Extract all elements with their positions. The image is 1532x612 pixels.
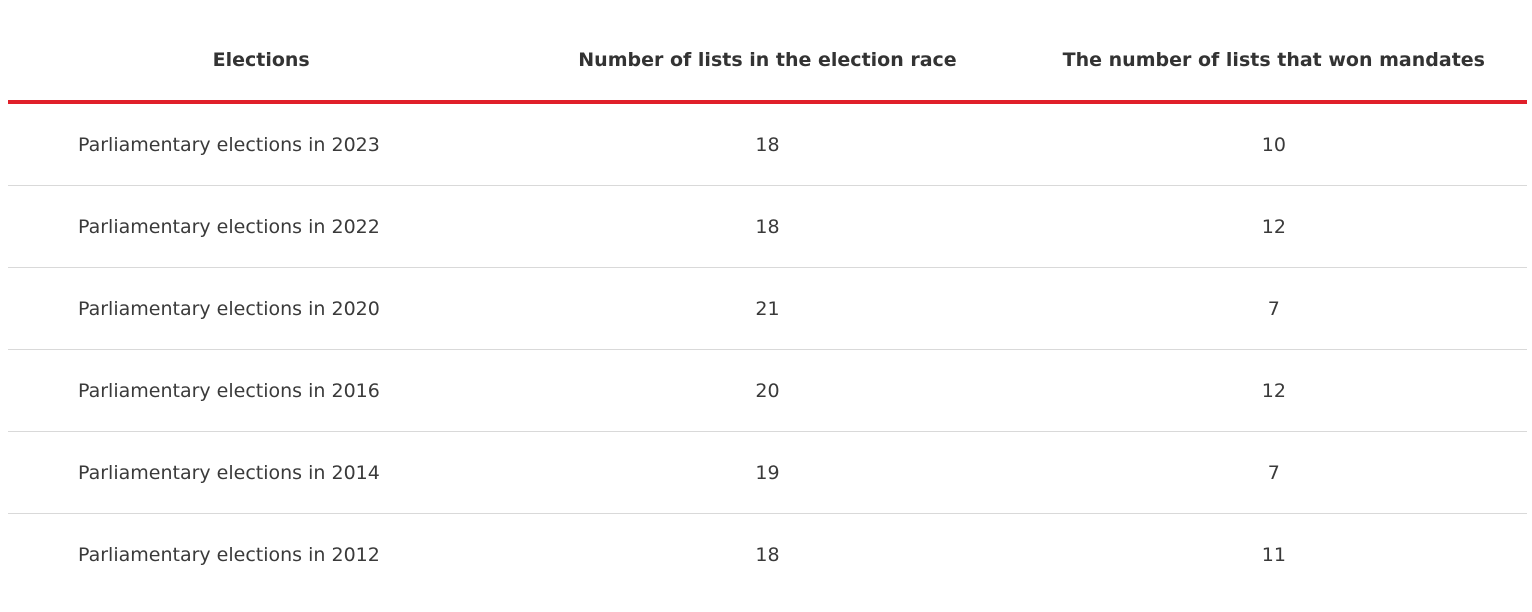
- count-cell: 7: [1020, 431, 1527, 514]
- table-row: Parliamentary elections in 2016 20 12: [8, 349, 1527, 432]
- count-cell: 20: [514, 349, 1021, 432]
- table-body: Parliamentary elections in 2023 18 10 Parli…: [8, 102, 1527, 595]
- count-cell: 10: [1020, 102, 1527, 186]
- count-cell: 21: [514, 267, 1021, 350]
- table-row: Parliamentary elections in 2020 21 7: [8, 267, 1527, 350]
- election-name: Parliamentary elections in 2014: [8, 431, 515, 514]
- election-name: Parliamentary elections in 2022: [8, 185, 515, 268]
- table-row: Parliamentary elections in 2023 18 10: [8, 102, 1527, 186]
- header-cell: Elections: [8, 20, 515, 104]
- header-row: Elections Number of lists in the election…: [8, 20, 1527, 104]
- table-row: Parliamentary elections in 2014 19 7: [8, 431, 1527, 514]
- election-name: Parliamentary elections in 2016: [8, 349, 515, 432]
- header-cell: Number of lists in the election race: [514, 20, 1021, 104]
- election-name: Parliamentary elections in 2020: [8, 267, 515, 350]
- count-cell: 12: [1020, 349, 1527, 432]
- count-cell: 11: [1261, 543, 1286, 566]
- count-cell: 18: [514, 185, 1021, 268]
- count-cell: 19: [514, 431, 1021, 514]
- table-row: Parliamentary elections in 2012 18 11: [8, 514, 1527, 596]
- count-cell: 12: [1020, 185, 1527, 268]
- election-name: Parliamentary elections in 2023: [8, 102, 515, 186]
- count-cell: 7: [1020, 267, 1527, 350]
- election-name: Parliamentary elections in 2012: [78, 543, 380, 566]
- count-cell: 18: [514, 102, 1021, 186]
- table-row: Parliamentary elections in 2022 18 12: [8, 185, 1527, 268]
- table-container: Elections Number of lists in the election…: [8, 20, 1527, 595]
- elections-table: Elections Number of lists in the election…: [8, 20, 1527, 595]
- table-head: Elections Number of lists in the election…: [8, 20, 1527, 104]
- count-cell: 18: [755, 543, 780, 566]
- header-cell: The number of lists that won mandates: [1020, 20, 1527, 104]
